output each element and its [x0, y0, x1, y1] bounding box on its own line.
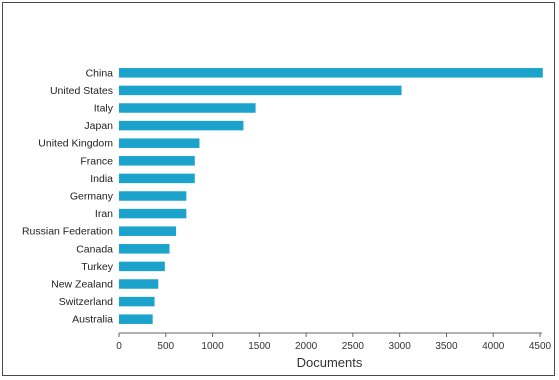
bar-turkey [119, 261, 165, 272]
category-label: Russian Federation [22, 226, 113, 238]
x-tick-label: 500 [157, 341, 174, 352]
category-label: New Zealand [51, 279, 113, 291]
bar-united-states [119, 85, 402, 96]
x-tick-label: 2000 [295, 341, 318, 352]
bar-iran [119, 208, 187, 219]
category-label: France [80, 155, 113, 167]
bar-chart: China United States Italy Japan United Kingd… [22, 67, 552, 370]
bar-australia [119, 314, 153, 324]
category-label: Italy [94, 103, 114, 115]
category-label: Germany [70, 191, 114, 203]
category-label: Japan [84, 120, 113, 132]
x-tick-label: 3000 [389, 341, 412, 352]
x-tick-label: 2500 [342, 341, 365, 352]
x-tick-label: 0 [116, 341, 122, 352]
category-label: Canada [76, 243, 113, 255]
category-label: United Kingdom [38, 138, 113, 150]
category-label: Iran [95, 208, 113, 220]
x-tick-label: 4500 [529, 341, 552, 352]
category-label: China [86, 67, 114, 79]
x-tick-label: 4000 [482, 341, 505, 352]
bar-france [119, 156, 195, 166]
category-label: India [90, 173, 113, 185]
category-label: Switzerland [59, 296, 113, 308]
chart-frame: China United States Italy Japan United Kingd… [2, 2, 555, 376]
category-labels: China United States Italy Japan United Kingd… [22, 67, 114, 325]
bar-canada [119, 244, 170, 254]
bar-switzerland [119, 296, 155, 307]
bars-group [119, 68, 543, 324]
x-tick-label: 1000 [201, 341, 224, 352]
bar-japan [119, 120, 244, 131]
x-tick-label: 1500 [248, 341, 271, 352]
x-tick-label: 3500 [435, 341, 458, 352]
category-label: Turkey [81, 261, 113, 273]
bar-china [119, 68, 543, 78]
category-label: Australia [72, 314, 113, 326]
bar-india [119, 173, 195, 184]
bar-new-zealand [119, 279, 159, 289]
bar-italy [119, 103, 256, 113]
category-label: United States [50, 85, 113, 97]
bar-russian-federation [119, 226, 177, 236]
x-axis-title: Documents [297, 355, 363, 370]
bar-germany [119, 191, 187, 201]
x-axis-ticks: 0 500 1000 1500 2000 2500 3000 3500 4000 4500 [116, 333, 552, 352]
bar-united-kingdom [119, 138, 200, 148]
